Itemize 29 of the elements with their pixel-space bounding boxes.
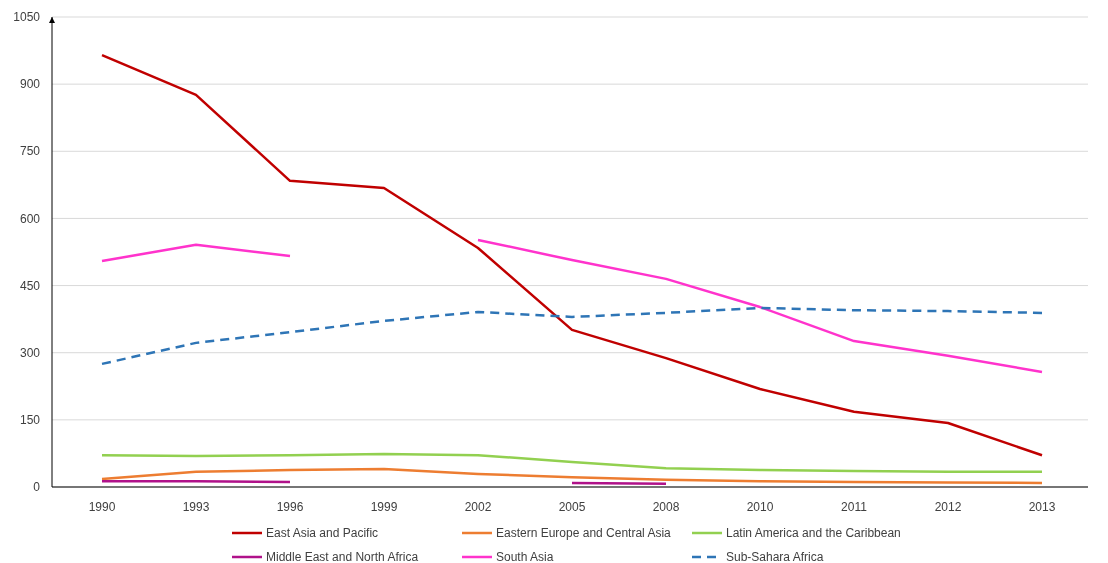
y-tick-label: 0 bbox=[33, 480, 41, 495]
y-tick-label: 450 bbox=[19, 278, 41, 293]
legend-label: Eastern Europe and Central Asia bbox=[496, 526, 672, 541]
x-tick-label: 2002 bbox=[464, 500, 492, 514]
y-tick-label: 600 bbox=[19, 211, 41, 226]
line-series bbox=[100, 452, 1044, 474]
x-tick-label: 2012 bbox=[934, 500, 962, 514]
x-tick-label: 2010 bbox=[746, 500, 774, 514]
legend-label: South Asia bbox=[496, 550, 554, 563]
line-series bbox=[100, 53, 1044, 457]
legend-label: Latin America and the Caribbean bbox=[726, 526, 901, 541]
x-tick-label: 2005 bbox=[558, 500, 586, 514]
y-tick-label: 1050 bbox=[13, 10, 41, 25]
x-tick-label: 1999 bbox=[370, 500, 398, 514]
x-tick-label: 2011 bbox=[841, 500, 868, 514]
legend-label: Sub-Sahara Africa bbox=[726, 550, 824, 563]
y-tick-label: 900 bbox=[19, 77, 41, 92]
line-series bbox=[100, 306, 1044, 366]
x-tick-label: 2013 bbox=[1028, 500, 1056, 514]
x-tick-label: 2008 bbox=[652, 500, 680, 514]
y-tick-label: 750 bbox=[19, 144, 41, 159]
x-tick-label: 1993 bbox=[182, 500, 210, 514]
y-tick-label: 150 bbox=[19, 413, 41, 428]
legend-label: East Asia and Pacific bbox=[266, 526, 379, 541]
y-tick-label: 300 bbox=[19, 345, 41, 360]
x-tick-label: 1996 bbox=[276, 500, 304, 514]
line-series bbox=[100, 467, 1044, 485]
legend-label: Middle East and North Africa bbox=[266, 550, 419, 563]
x-tick-label: 1990 bbox=[88, 500, 116, 514]
